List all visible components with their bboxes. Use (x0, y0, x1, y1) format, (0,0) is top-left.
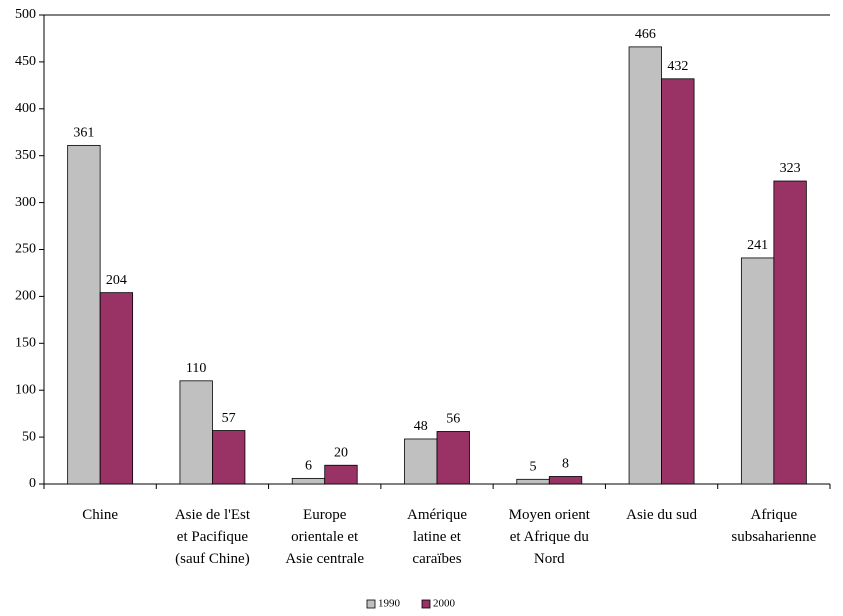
bar (773, 180, 807, 485)
legend-label: 1990 (378, 598, 401, 610)
y-tick-label: 500 (15, 7, 36, 22)
y-tick-label: 50 (22, 429, 36, 444)
bar (99, 292, 134, 485)
x-tick-label: Chine (82, 507, 119, 523)
value-label: 57 (222, 411, 236, 426)
bar (324, 464, 358, 485)
y-tick-label: 0 (29, 476, 36, 491)
value-label: 432 (667, 59, 688, 74)
bar (67, 144, 101, 485)
bar (628, 46, 662, 485)
value-label: 323 (780, 161, 801, 176)
value-label: 8 (562, 457, 569, 472)
value-label: 361 (73, 126, 94, 141)
value-label: 56 (446, 412, 460, 427)
value-label: 241 (747, 238, 768, 253)
y-tick-label: 100 (15, 382, 36, 397)
bar (740, 257, 775, 485)
bar (548, 476, 583, 485)
bar (436, 431, 470, 485)
bar (661, 78, 695, 485)
y-tick-label: 200 (15, 289, 36, 304)
legend-swatch (366, 599, 376, 609)
value-label: 110 (186, 361, 206, 376)
value-label: 466 (635, 27, 656, 42)
x-tick-label: Asie de l'Est et Pacifique (sauf Chine) (174, 507, 251, 567)
y-tick-label: 250 (15, 242, 36, 257)
x-tick-label: Moyen orient et Afrique du Nord (508, 507, 590, 567)
y-tick-label: 400 (15, 101, 36, 116)
bar (516, 478, 550, 485)
value-label: 20 (334, 445, 348, 460)
bar (179, 380, 213, 485)
x-tick-label: Asie du sud (626, 507, 697, 523)
x-tick-label: Europe orientale et Asie centrale (285, 507, 365, 567)
value-label: 6 (305, 459, 312, 474)
legend-swatch (421, 599, 431, 609)
y-tick-label: 450 (15, 54, 36, 69)
bar (291, 477, 326, 485)
y-tick-label: 150 (15, 336, 36, 351)
value-label: 204 (106, 273, 127, 288)
bar (404, 438, 438, 485)
legend-label: 2000 (433, 598, 456, 610)
bar (212, 430, 246, 485)
x-tick-label: Amérique latine et caraïbes (407, 507, 467, 567)
y-tick-label: 350 (15, 148, 36, 163)
value-label: 48 (414, 419, 428, 434)
x-tick-label: Afrique subsaharienne (731, 507, 817, 545)
value-label: 5 (530, 460, 537, 475)
y-tick-label: 300 (15, 195, 36, 210)
